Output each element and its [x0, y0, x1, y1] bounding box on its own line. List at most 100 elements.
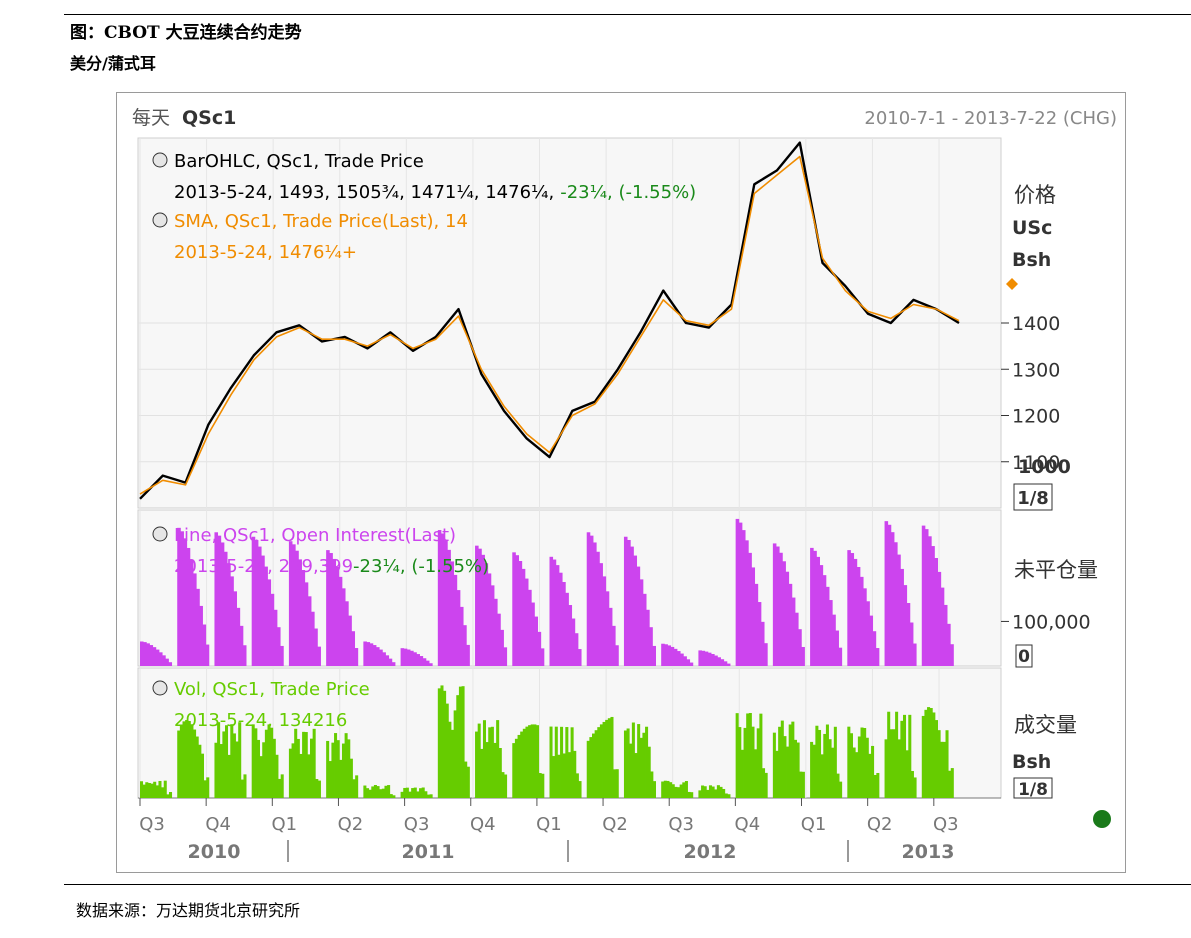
volume-bar	[913, 777, 917, 798]
volume-bar	[158, 780, 162, 798]
open-interest-bar	[928, 536, 932, 666]
open-interest-bar	[636, 566, 641, 666]
price-axis-title-1: 价格	[1014, 183, 1056, 207]
volume-bar	[575, 773, 579, 798]
volume-bar	[451, 729, 455, 798]
status-indicator	[1093, 810, 1111, 828]
oi-scale-box[interactable]	[1015, 644, 1033, 668]
open-interest-bar	[633, 555, 638, 666]
volume-bar	[594, 730, 598, 798]
volume-bar	[161, 787, 165, 798]
volume-bar	[589, 737, 593, 798]
volume-bar	[222, 731, 226, 798]
volume-bar	[517, 734, 521, 798]
chart-frame: 每天 QSc1 2010-7-1 - 2013-7-22 (CHG) BarOH…	[116, 92, 1126, 875]
volume-bar	[498, 748, 502, 798]
volume-bar	[304, 732, 308, 798]
open-interest-bar	[391, 662, 396, 666]
open-interest-bar	[717, 657, 721, 666]
volume-bar	[562, 753, 566, 798]
volume-bar	[778, 726, 782, 798]
volume-bar	[682, 782, 686, 798]
x-year-label: 2011	[402, 841, 455, 863]
open-interest-bar	[897, 554, 901, 666]
legend-oi-change: -23¹⁄₄, (-1.55%)	[353, 556, 489, 577]
oi-scale-label: 0	[1018, 647, 1030, 667]
clock-icon[interactable]	[152, 152, 168, 168]
open-interest-bar	[723, 661, 728, 666]
open-interest-bar	[745, 540, 749, 666]
x-axis: Q3 Q4 Q1 Q2 Q3 Q4 Q1 Q2 Q3 Q4 Q1 Q2 Q3 2010 2011 2012 20…	[139, 798, 959, 863]
open-interest-bar	[475, 545, 479, 666]
open-interest-bar	[568, 605, 573, 666]
clock-icon[interactable]	[152, 680, 168, 696]
volume-bar	[328, 761, 332, 798]
open-interest-bar	[177, 527, 181, 666]
volume-bar	[280, 774, 284, 798]
price-sma-series	[139, 155, 960, 495]
volume-bar	[155, 785, 159, 798]
open-interest-bar	[646, 609, 650, 666]
price-scale-label: 1/8	[1017, 488, 1049, 509]
x-quarter-label: Q4	[205, 814, 231, 835]
volume-scale-box[interactable]	[1013, 777, 1053, 799]
volume-bar	[780, 720, 784, 798]
volume-bar	[368, 789, 372, 798]
volume-bar	[565, 727, 569, 798]
price-scale-box[interactable]	[1013, 483, 1053, 511]
open-interest-bar	[772, 543, 777, 666]
volume-bar	[892, 729, 896, 798]
volume-bar	[259, 756, 263, 798]
volume-bar	[684, 781, 688, 798]
volume-bar	[392, 795, 396, 798]
open-interest-bar	[707, 652, 712, 666]
open-interest-bar	[639, 579, 644, 666]
volume-bar	[629, 743, 633, 798]
oi-tick-label: 100,000	[1012, 611, 1091, 633]
open-interest-bar	[503, 647, 508, 666]
volume-bar	[238, 722, 242, 798]
open-interest-bar	[180, 531, 184, 666]
volume-bar	[504, 774, 508, 798]
volume-bar	[650, 771, 654, 798]
volume-bar	[312, 728, 316, 798]
volume-bar	[413, 787, 417, 798]
volume-bar	[195, 736, 199, 798]
open-interest-bar	[429, 663, 433, 666]
volume-bar	[884, 739, 888, 798]
open-interest-bar	[280, 645, 284, 666]
volume-bar	[748, 712, 752, 798]
volume-bar	[631, 722, 635, 798]
open-interest-bar	[555, 565, 560, 666]
volume-bar	[453, 710, 457, 798]
volume-bar	[344, 733, 348, 798]
volume-bar	[262, 742, 266, 798]
volume-bar	[408, 791, 412, 798]
volume-bar	[615, 769, 619, 798]
volume-bar	[701, 785, 705, 798]
open-interest-bar	[887, 524, 892, 666]
volume-bar	[389, 794, 393, 798]
volume-bar	[735, 713, 739, 798]
volume-bar	[948, 770, 952, 798]
open-interest-bar	[254, 539, 259, 666]
open-interest-bar	[276, 627, 281, 666]
volume-bar	[724, 793, 728, 798]
volume-bar	[599, 724, 603, 798]
volume-bar	[299, 753, 303, 798]
volume-bar	[217, 722, 221, 798]
price-marker	[1006, 278, 1018, 290]
clock-icon[interactable]	[152, 526, 168, 542]
open-interest-bar	[335, 566, 340, 666]
volume-bar	[679, 784, 683, 798]
volume-bar	[379, 789, 383, 798]
volume-bar	[895, 711, 899, 798]
open-interest-bar	[165, 658, 169, 666]
open-interest-bar	[298, 559, 302, 666]
open-interest-bar	[630, 546, 634, 666]
open-interest-bar	[524, 578, 529, 666]
open-interest-bar	[673, 648, 678, 666]
open-interest-bar	[872, 631, 877, 666]
clock-icon[interactable]	[152, 212, 168, 228]
x-quarter-label: Q1	[536, 814, 562, 835]
